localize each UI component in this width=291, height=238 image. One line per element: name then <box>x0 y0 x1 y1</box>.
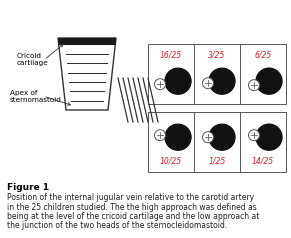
Text: 1/25: 1/25 <box>208 157 226 166</box>
Text: Position of the internal jugular vein relative to the carotid artery: Position of the internal jugular vein re… <box>7 193 254 202</box>
Text: the junction of the two heads of the sternocleidomastoid.: the junction of the two heads of the ste… <box>7 222 227 230</box>
Circle shape <box>256 68 282 94</box>
Circle shape <box>249 130 260 141</box>
Circle shape <box>203 78 214 89</box>
Circle shape <box>249 80 260 91</box>
Text: Figure 1: Figure 1 <box>7 183 49 192</box>
Text: Apex of
sternomastoid: Apex of sternomastoid <box>10 89 62 103</box>
Text: 16/25: 16/25 <box>160 50 182 59</box>
Text: being at the level of the cricoid cartilage and the low approach at: being at the level of the cricoid cartil… <box>7 212 259 221</box>
Bar <box>58 38 116 45</box>
Text: 14/25: 14/25 <box>252 157 274 166</box>
Text: 3/25: 3/25 <box>208 50 226 59</box>
Circle shape <box>203 132 214 143</box>
Circle shape <box>155 130 166 141</box>
Circle shape <box>155 79 166 90</box>
Circle shape <box>256 124 282 150</box>
Text: in the 25 children studied. The the high approach was defined as: in the 25 children studied. The the high… <box>7 203 257 212</box>
Circle shape <box>165 68 191 94</box>
Text: 6/25: 6/25 <box>254 50 272 59</box>
Circle shape <box>165 124 191 150</box>
Circle shape <box>209 124 235 150</box>
Bar <box>148 112 286 172</box>
Text: Cricoid
cartilage: Cricoid cartilage <box>17 54 49 66</box>
Bar <box>148 44 286 104</box>
Circle shape <box>209 68 235 94</box>
Text: 10/25: 10/25 <box>160 157 182 166</box>
